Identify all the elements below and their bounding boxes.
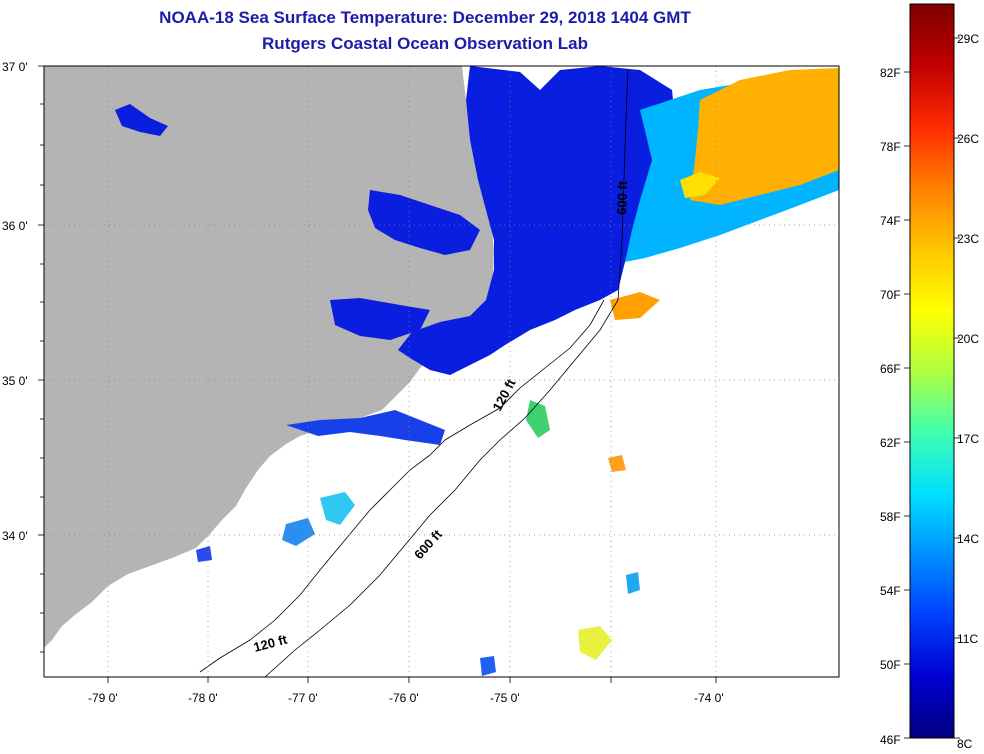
- colorbar-f-78: 78F: [880, 140, 901, 154]
- colorbar-c-14: 14C: [957, 532, 979, 546]
- patch-blue-2: [196, 546, 212, 562]
- warm-water-orange: [690, 68, 839, 205]
- contour-600ft: [264, 69, 629, 677]
- cold-water-albemarle: [330, 298, 430, 340]
- colorbar-f-74: 74F: [880, 214, 901, 228]
- plot-frame: [43, 65, 840, 678]
- lat-label-37: 37 0': [2, 60, 28, 74]
- cold-water-inlet: [368, 190, 480, 255]
- colorbar-f-50: 50F: [880, 658, 901, 672]
- colorbar-c-17: 17C: [957, 432, 979, 446]
- patch-cyan-1: [320, 492, 355, 525]
- cold-water-sound: [398, 66, 676, 375]
- graticule: [44, 66, 839, 677]
- colorbar-c-26: 26C: [957, 132, 979, 146]
- colorbar: [909, 3, 955, 739]
- warm-water-yellow: [680, 172, 720, 198]
- contour-120ft-south: [199, 454, 431, 673]
- colorbar-c-11: 11C: [957, 632, 978, 646]
- patch-cyan-3: [626, 572, 640, 594]
- colorbar-f-66: 66F: [880, 362, 901, 376]
- colorbar-ticks: [904, 37, 960, 739]
- contour-label-600ft-north: 600 ft: [614, 180, 630, 215]
- axis-ticks: [38, 65, 717, 683]
- colorbar-f-82: 82F: [880, 66, 901, 80]
- colorbar-c-23: 23C: [957, 232, 979, 246]
- lat-label-36: 36 0': [2, 219, 28, 233]
- colorbar-f-58: 58F: [880, 510, 901, 524]
- contour-120ft-north: [429, 299, 605, 456]
- lat-label-34: 34 0': [2, 529, 28, 543]
- colorbar-c-20: 20C: [957, 332, 979, 346]
- colorbar-f-62: 62F: [880, 436, 901, 450]
- cold-water-coast-strip: [286, 410, 445, 445]
- lon-label-78: -78 0': [188, 691, 218, 705]
- patch-orange-1: [608, 455, 626, 472]
- lon-label-76: -76 0': [389, 691, 419, 705]
- lon-label-75: -75 0': [490, 691, 520, 705]
- colorbar-f-46: 46F: [880, 733, 901, 747]
- lon-label-74: -74 0': [694, 691, 724, 705]
- colorbar-c-8: 8C: [957, 737, 973, 751]
- patch-green-1: [526, 400, 550, 438]
- lon-label-79: -79 0': [88, 691, 118, 705]
- patch-yellow-1: [578, 626, 612, 660]
- colorbar-f-54: 54F: [880, 584, 901, 598]
- patch-cyan-2: [282, 518, 315, 546]
- lat-label-35: 35 0': [2, 374, 28, 388]
- warm-water-orange-patch: [610, 292, 660, 320]
- map-subtitle: Rutgers Coastal Ocean Observation Lab: [262, 34, 588, 53]
- cold-water-pamlico-river: [115, 104, 168, 136]
- patch-blue-1: [480, 656, 496, 676]
- colorbar-c-29: 29C: [957, 32, 979, 46]
- map-title: NOAA-18 Sea Surface Temperature: Decembe…: [159, 8, 691, 27]
- lon-label-77: -77 0': [288, 691, 318, 705]
- colorbar-f-70: 70F: [880, 288, 901, 302]
